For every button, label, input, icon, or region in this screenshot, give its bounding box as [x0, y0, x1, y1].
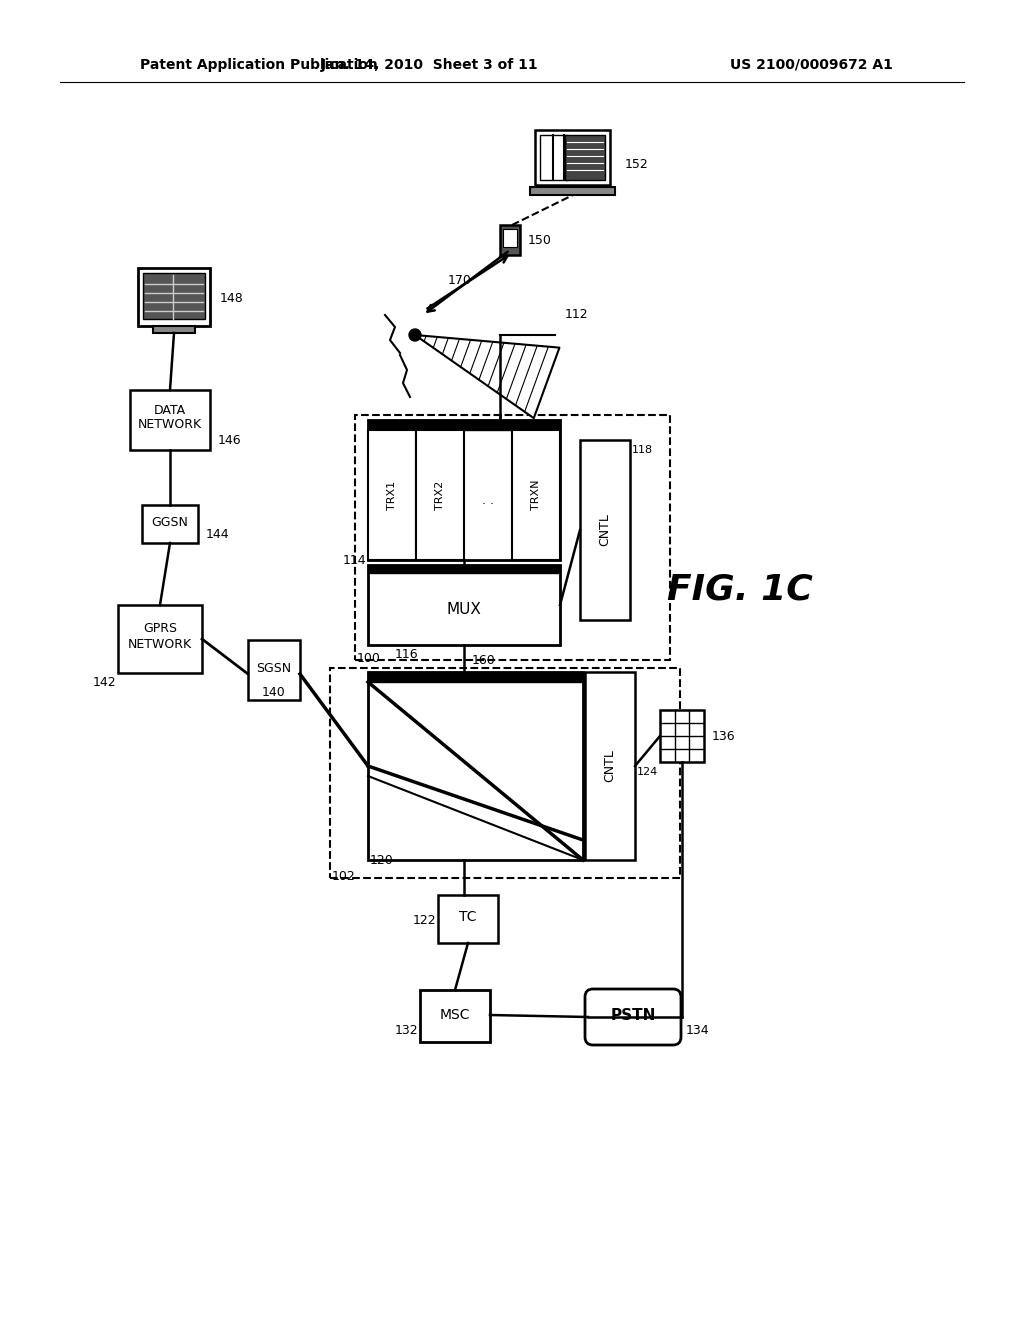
- Text: DATA: DATA: [154, 404, 186, 417]
- Text: . .: . .: [482, 494, 494, 507]
- Text: 124: 124: [637, 767, 658, 777]
- Text: 160: 160: [472, 653, 496, 667]
- Polygon shape: [415, 335, 559, 418]
- Bar: [368, 430, 416, 560]
- Text: 150: 150: [528, 234, 552, 247]
- Text: NETWORK: NETWORK: [128, 639, 193, 652]
- Bar: [585, 672, 635, 861]
- Text: Jan. 14, 2010  Sheet 3 of 11: Jan. 14, 2010 Sheet 3 of 11: [322, 58, 539, 73]
- Text: SGSN: SGSN: [256, 661, 292, 675]
- Text: MSC: MSC: [439, 1008, 470, 1022]
- Bar: [660, 710, 705, 762]
- Text: 142: 142: [92, 676, 116, 689]
- Bar: [368, 565, 560, 573]
- Bar: [540, 135, 568, 180]
- Bar: [535, 129, 610, 185]
- Bar: [368, 672, 583, 682]
- Bar: [153, 326, 195, 333]
- Text: MUX: MUX: [446, 602, 481, 616]
- Bar: [368, 565, 560, 645]
- Bar: [438, 895, 498, 942]
- Text: TRX2: TRX2: [435, 480, 445, 510]
- Text: 132: 132: [394, 1023, 418, 1036]
- Bar: [420, 990, 490, 1041]
- Text: 118: 118: [632, 445, 653, 455]
- Text: 136: 136: [712, 730, 735, 742]
- Bar: [500, 224, 520, 255]
- Bar: [355, 414, 670, 660]
- Text: 148: 148: [220, 292, 244, 305]
- Text: GGSN: GGSN: [152, 516, 188, 529]
- Bar: [416, 430, 464, 560]
- Text: 144: 144: [206, 528, 229, 541]
- Text: CNTL: CNTL: [603, 750, 616, 783]
- Text: TRXN: TRXN: [531, 479, 541, 511]
- Text: 102: 102: [332, 870, 355, 883]
- Bar: [142, 506, 198, 543]
- Text: CNTL: CNTL: [598, 513, 611, 546]
- Text: 134: 134: [686, 1023, 710, 1036]
- FancyBboxPatch shape: [585, 989, 681, 1045]
- Bar: [368, 420, 560, 430]
- Text: FIG. 1C: FIG. 1C: [667, 573, 813, 607]
- Circle shape: [409, 329, 421, 341]
- Bar: [588, 993, 678, 1041]
- Text: Patent Application Publication: Patent Application Publication: [140, 58, 378, 73]
- Text: TRX1: TRX1: [387, 480, 397, 510]
- Text: 152: 152: [625, 158, 649, 172]
- Bar: [118, 605, 202, 673]
- Text: TC: TC: [459, 909, 477, 924]
- Text: 122: 122: [413, 915, 436, 928]
- Text: 100: 100: [357, 652, 381, 664]
- Text: 112: 112: [565, 309, 589, 322]
- Bar: [512, 430, 560, 560]
- Bar: [530, 187, 615, 195]
- Bar: [130, 389, 210, 450]
- Text: 170: 170: [449, 273, 472, 286]
- Bar: [368, 672, 583, 861]
- Text: 114: 114: [342, 553, 366, 566]
- Bar: [580, 440, 630, 620]
- Bar: [565, 135, 605, 180]
- Text: US 2100/0009672 A1: US 2100/0009672 A1: [730, 58, 893, 73]
- Text: 116: 116: [395, 648, 419, 661]
- Text: PSTN: PSTN: [610, 1008, 655, 1023]
- Bar: [143, 273, 205, 319]
- Text: 120: 120: [370, 854, 394, 866]
- Bar: [368, 420, 560, 560]
- Bar: [138, 268, 210, 326]
- Text: 140: 140: [262, 685, 286, 698]
- Text: 146: 146: [218, 433, 242, 446]
- Bar: [503, 228, 517, 247]
- Text: NETWORK: NETWORK: [138, 418, 202, 432]
- Bar: [248, 640, 300, 700]
- Bar: [330, 668, 680, 878]
- Text: GPRS: GPRS: [143, 623, 177, 635]
